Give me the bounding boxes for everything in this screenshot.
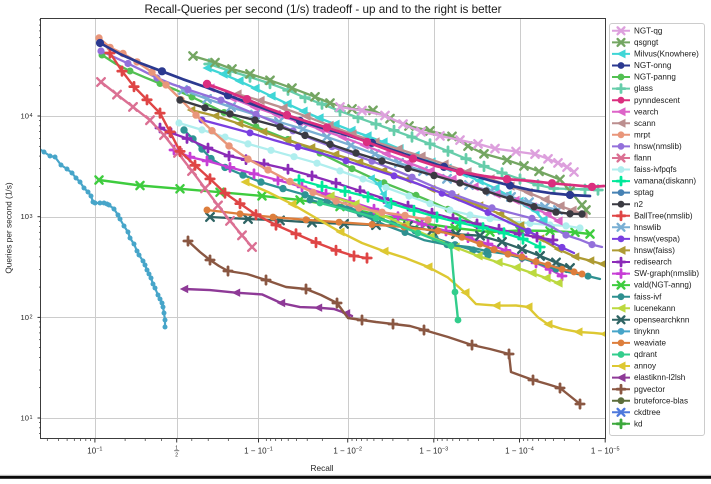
svg-text:NGT-panng: NGT-panng bbox=[634, 73, 676, 82]
svg-text:n2: n2 bbox=[634, 200, 644, 209]
svg-text:vamana(diskann): vamana(diskann) bbox=[634, 177, 696, 186]
svg-text:10: 10 bbox=[21, 212, 29, 221]
svg-text:kd: kd bbox=[634, 419, 643, 428]
svg-text:hnsw(faiss): hnsw(faiss) bbox=[634, 246, 675, 255]
svg-text:glass: glass bbox=[634, 84, 653, 93]
svg-text:4: 4 bbox=[30, 113, 33, 119]
svg-text:weaviate: weaviate bbox=[633, 339, 666, 348]
svg-text:redisearch: redisearch bbox=[634, 258, 672, 267]
svg-text:sptag: sptag bbox=[634, 188, 654, 197]
svg-text:qdrant: qdrant bbox=[634, 350, 658, 359]
svg-text:3: 3 bbox=[30, 214, 33, 220]
svg-text:hnsw(nmslib): hnsw(nmslib) bbox=[634, 142, 682, 151]
svg-text:Milvus(Knowhere): Milvus(Knowhere) bbox=[634, 50, 699, 59]
svg-text:hnsw(vespa): hnsw(vespa) bbox=[634, 235, 680, 244]
svg-text:1: 1 bbox=[30, 415, 33, 421]
svg-text:annoy: annoy bbox=[634, 362, 657, 371]
svg-text:pgvector: pgvector bbox=[634, 385, 665, 394]
svg-text:qsgngt: qsgngt bbox=[634, 38, 659, 47]
svg-text:2: 2 bbox=[175, 453, 178, 459]
svg-text:NGT-qg: NGT-qg bbox=[634, 26, 662, 35]
svg-text:Recall-Queries per second (1/s: Recall-Queries per second (1/s) tradeoff… bbox=[144, 3, 501, 16]
svg-text:flann: flann bbox=[634, 154, 652, 163]
svg-text:pynndescent: pynndescent bbox=[634, 96, 681, 105]
svg-text:10: 10 bbox=[21, 112, 29, 121]
svg-text:10: 10 bbox=[21, 414, 29, 423]
svg-text:bruteforce-blas: bruteforce-blas bbox=[634, 396, 688, 405]
svg-text:tinyknn: tinyknn bbox=[634, 327, 660, 336]
svg-text:SW-graph(nmslib): SW-graph(nmslib) bbox=[634, 269, 699, 278]
svg-text:vearch: vearch bbox=[634, 107, 658, 116]
svg-text:lucenekann: lucenekann bbox=[634, 304, 675, 313]
svg-text:scann: scann bbox=[634, 119, 656, 128]
svg-text:vald(NGT-anng): vald(NGT-anng) bbox=[634, 281, 692, 290]
svg-text:faiss-ivfpqfs: faiss-ivfpqfs bbox=[634, 165, 677, 174]
svg-text:Queries per second (1/s): Queries per second (1/s) bbox=[4, 182, 14, 274]
svg-text:10: 10 bbox=[21, 313, 29, 322]
svg-text:ckdtree: ckdtree bbox=[634, 408, 661, 417]
svg-text:NGT-onng: NGT-onng bbox=[634, 61, 671, 70]
svg-text:hnswlib: hnswlib bbox=[634, 223, 661, 232]
svg-text:Recall: Recall bbox=[310, 463, 333, 473]
svg-text:mrpt: mrpt bbox=[634, 130, 651, 139]
svg-text:opensearchknn: opensearchknn bbox=[634, 315, 689, 324]
svg-text:elastiknn-l2lsh: elastiknn-l2lsh bbox=[634, 373, 685, 382]
svg-text:faiss-ivf: faiss-ivf bbox=[634, 292, 662, 301]
svg-text:2: 2 bbox=[30, 315, 33, 321]
svg-text:BallTree(nmslib): BallTree(nmslib) bbox=[634, 211, 693, 220]
